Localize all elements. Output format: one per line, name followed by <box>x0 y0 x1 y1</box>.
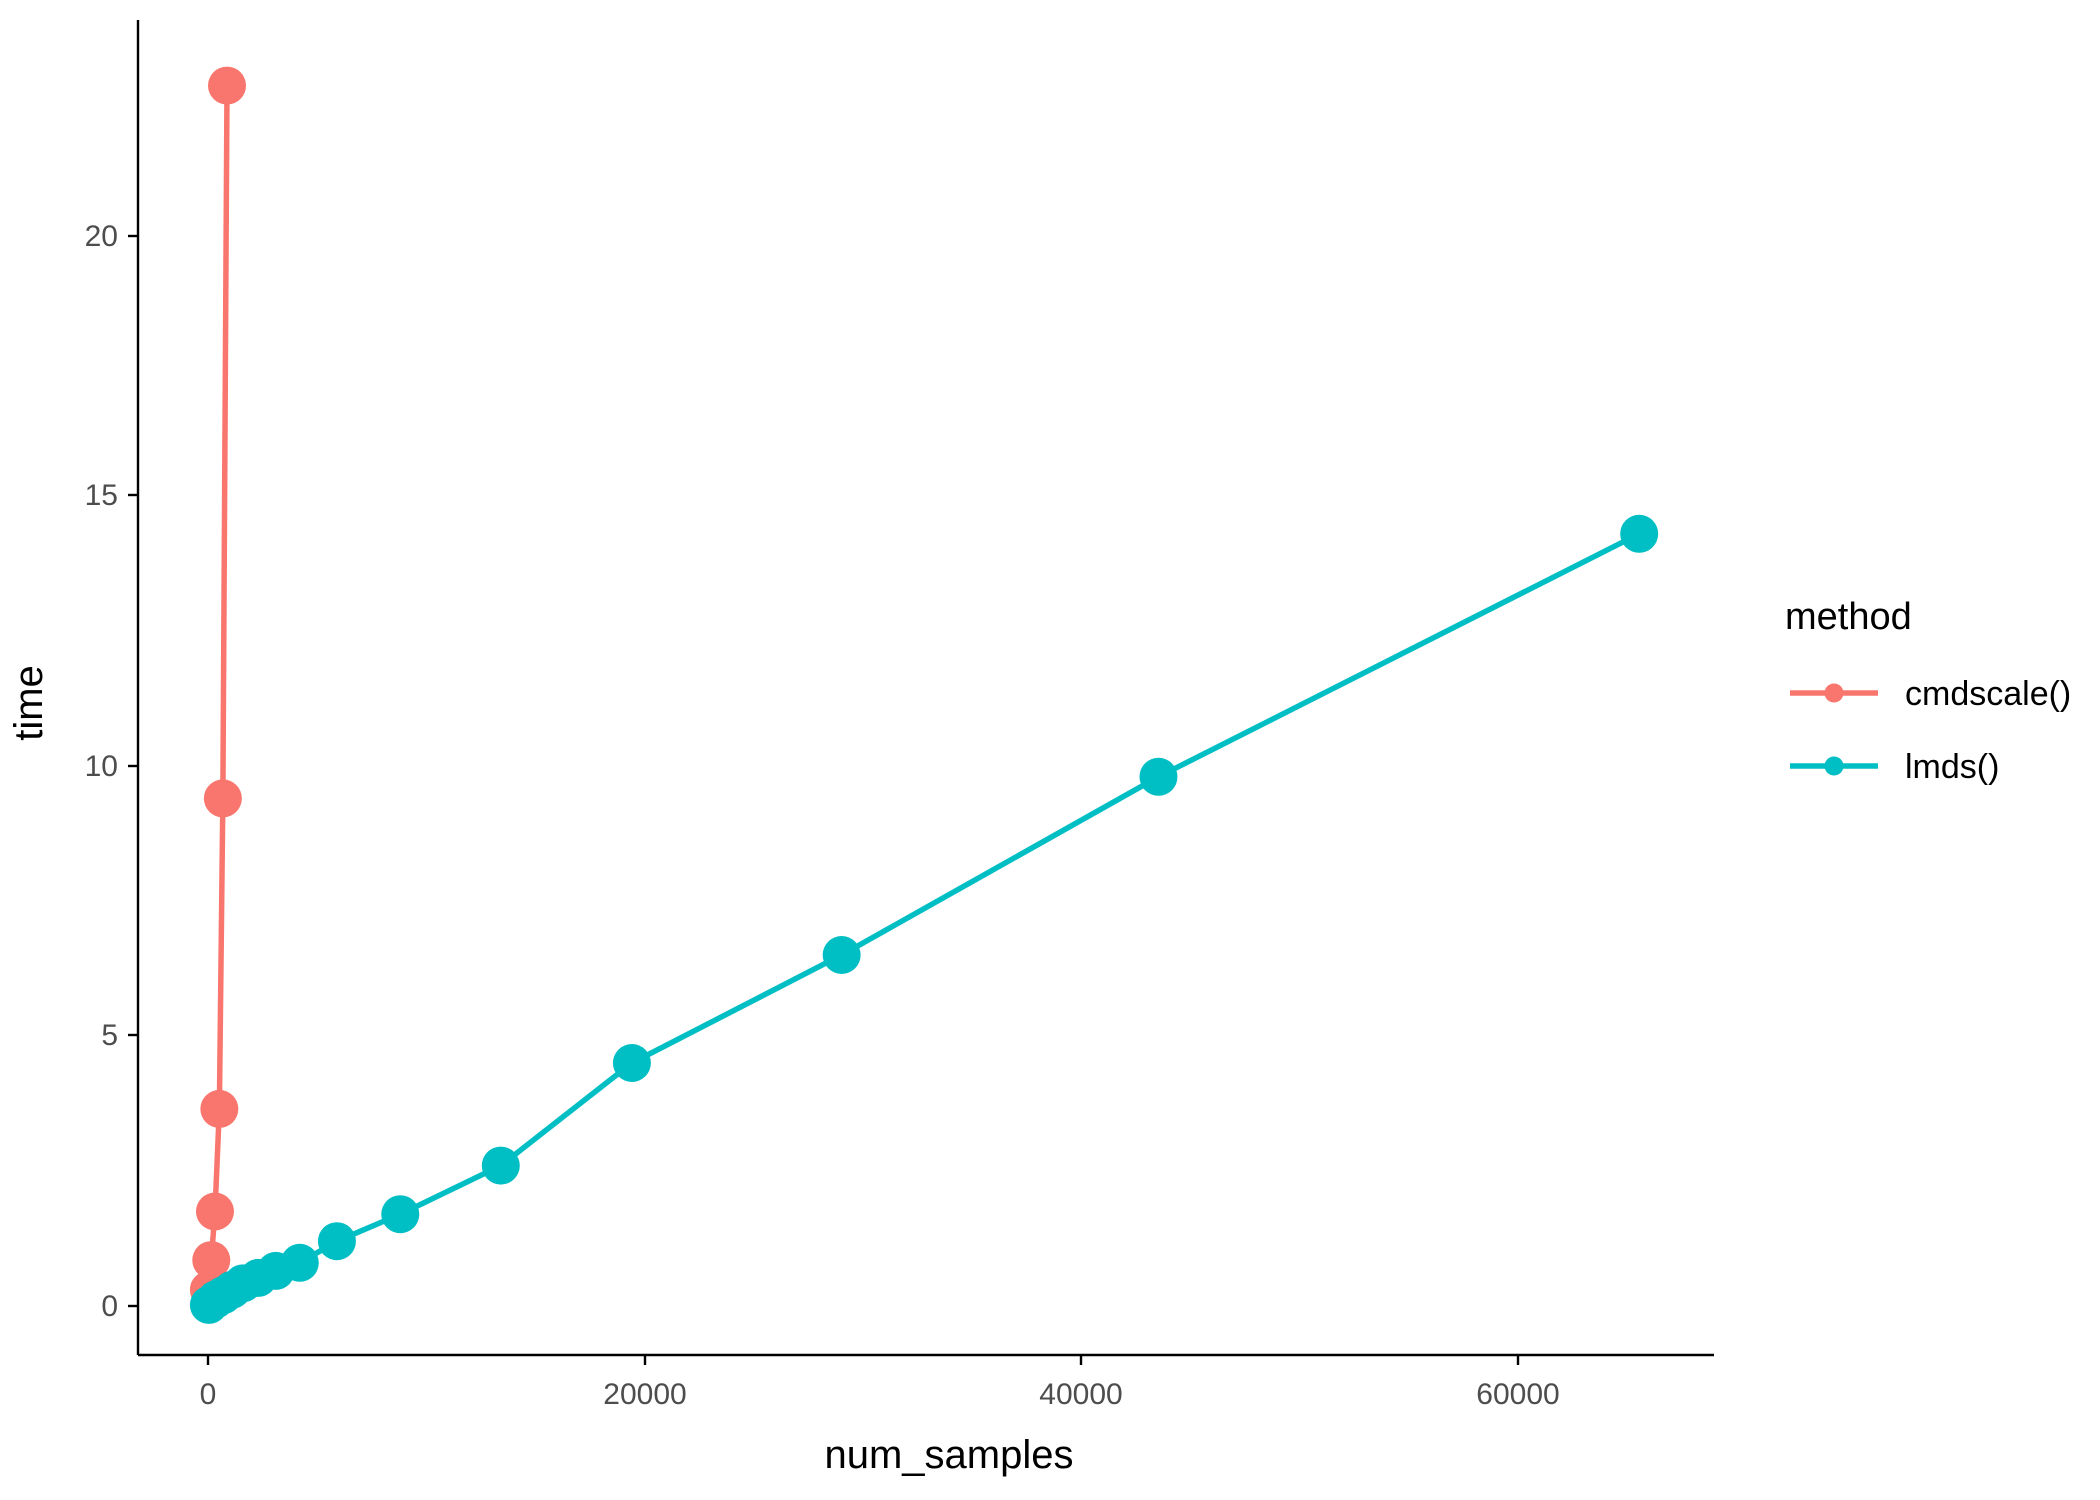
svg-text:method: method <box>1785 596 1912 638</box>
svg-text:0: 0 <box>200 1378 217 1411</box>
svg-text:num_samples: num_samples <box>824 1433 1073 1477</box>
svg-text:15: 15 <box>85 479 118 512</box>
svg-text:time: time <box>7 665 51 741</box>
svg-text:10: 10 <box>85 750 118 783</box>
svg-text:60000: 60000 <box>1476 1378 1559 1411</box>
svg-text:0: 0 <box>101 1290 118 1323</box>
svg-text:40000: 40000 <box>1039 1378 1122 1411</box>
svg-text:lmds(): lmds() <box>1905 748 1999 786</box>
svg-text:20000: 20000 <box>603 1378 686 1411</box>
svg-text:20: 20 <box>85 220 118 253</box>
svg-text:5: 5 <box>101 1019 118 1052</box>
svg-text:cmdscale(): cmdscale() <box>1905 675 2071 713</box>
